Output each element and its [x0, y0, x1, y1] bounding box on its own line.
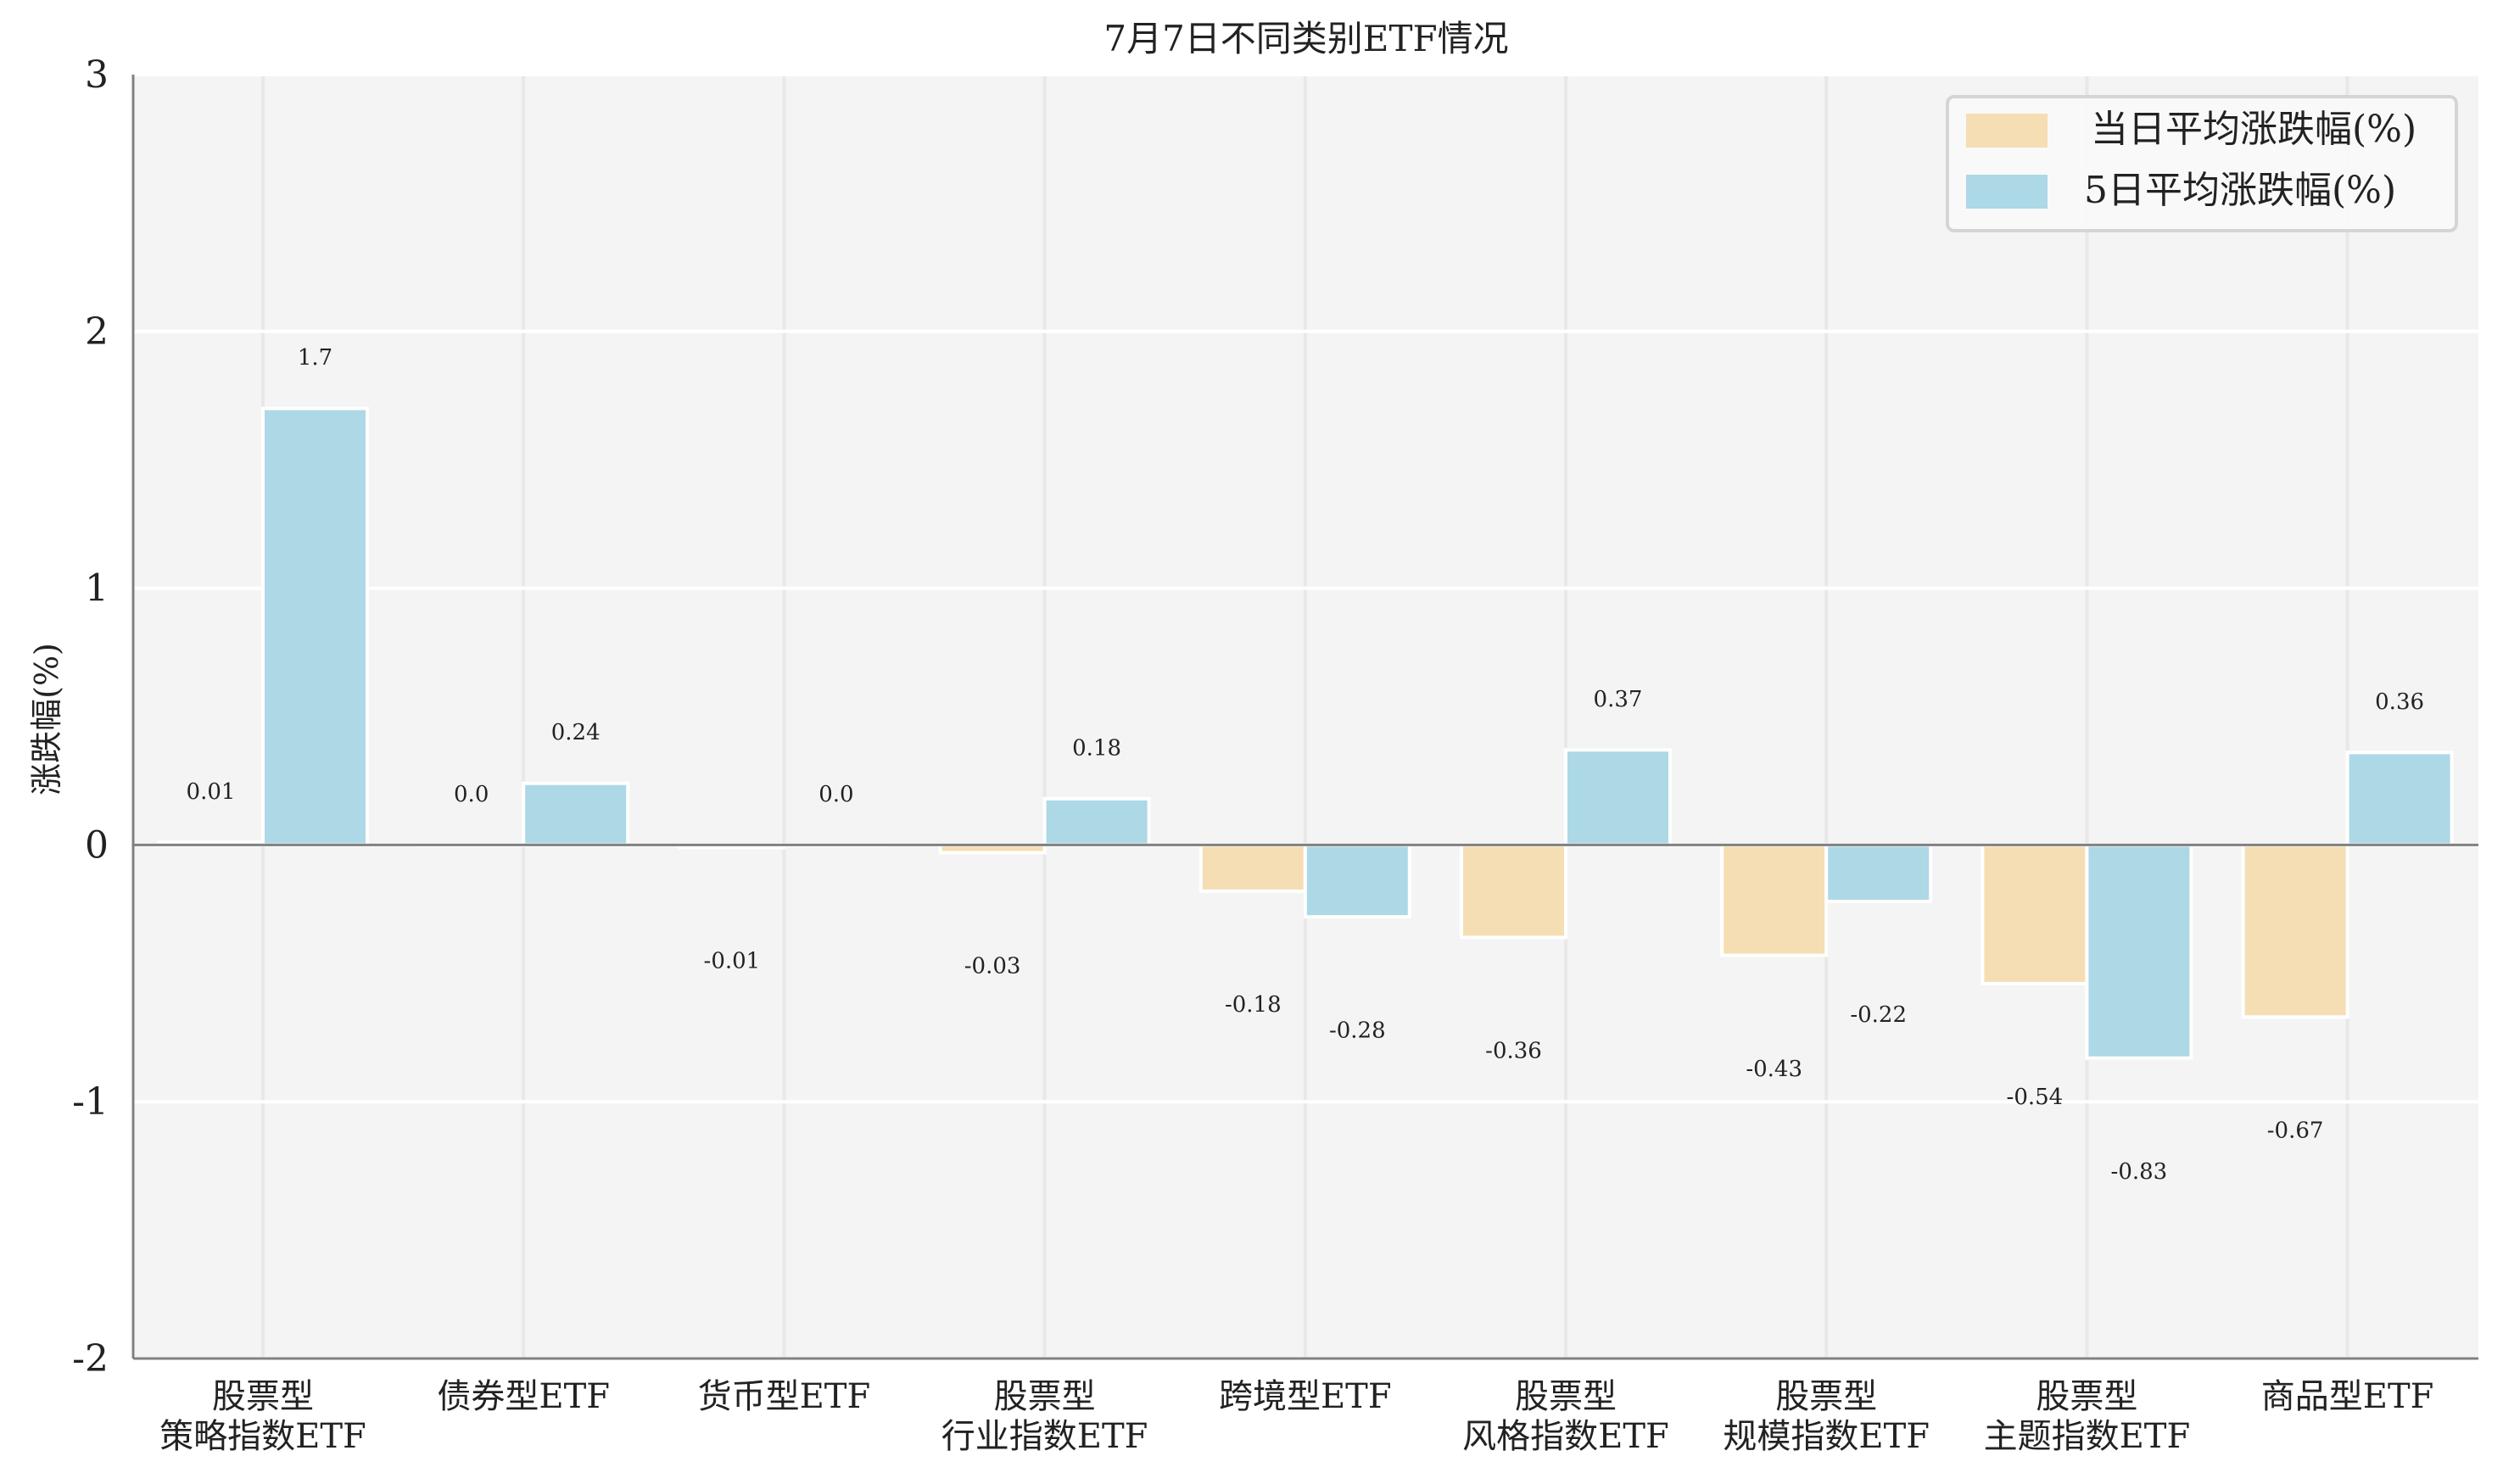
legend-box: [1946, 95, 2458, 232]
x-tick-label: 风格指数ETF: [1462, 1417, 1669, 1456]
bar-value-label: -0.83: [2111, 1159, 2168, 1185]
y-tick-label: -1: [72, 1080, 109, 1124]
x-tick-label: 股票型: [212, 1377, 314, 1416]
x-tick-label: 跨境型ETF: [1219, 1377, 1392, 1416]
bar-5day: [1042, 796, 1151, 847]
y-axis-ticks: 3 2 1 0 -1 -2: [72, 53, 109, 1381]
bar-value-label: -0.01: [704, 949, 761, 974]
bar-value-label: -0.18: [1225, 992, 1282, 1018]
bar-value-label: 0.37: [1594, 687, 1643, 712]
bar-value-label: -0.03: [964, 954, 1021, 979]
x-tick-label: 商品型ETF: [2261, 1377, 2434, 1416]
bar-5day: [261, 406, 369, 847]
bar-value-label: -0.22: [1850, 1002, 1907, 1028]
x-tick-label: 主题指数ETF: [1984, 1417, 2191, 1456]
bar-value-labels: 0.01 0.0 -0.01 -0.03 -0.18 -0.36 -0.43 -0.54 -0.…: [187, 345, 2424, 1185]
bar-5day: [1303, 843, 1411, 919]
bar-value-label: -0.67: [2267, 1119, 2324, 1144]
x-tick-label: 策略指数ETF: [159, 1417, 366, 1456]
bar-5day: [1564, 748, 1672, 847]
bar-value-label: 0.0: [454, 782, 489, 807]
bar-value-label: 1.7: [298, 345, 332, 371]
bar-daily: [1460, 843, 1567, 940]
bar-value-label: 0.01: [187, 779, 236, 805]
bar-5day: [1824, 843, 1933, 904]
y-tick-label: -2: [72, 1337, 109, 1381]
x-tick-label: 股票型: [1515, 1377, 1617, 1416]
x-tick-label: 行业指数ETF: [941, 1417, 1148, 1456]
y-tick-label: 1: [85, 567, 109, 611]
y-axis-label: 涨跌幅(%): [28, 643, 65, 795]
legend-swatch: [1966, 175, 2048, 209]
y-tick-label: 2: [85, 310, 109, 354]
legend-label: 5日平均涨跌幅(%): [2084, 169, 2396, 212]
y-tick-label: 3: [85, 53, 109, 97]
bar-value-label: 0.0: [819, 782, 853, 807]
axes: [131, 75, 2478, 1360]
x-tick-label: 股票型: [2036, 1377, 2137, 1416]
bars: [157, 406, 2454, 1060]
bar-value-label: -0.54: [2007, 1085, 2064, 1110]
bar-value-label: 0.36: [2375, 689, 2424, 715]
bar-value-label: -0.28: [1329, 1018, 1386, 1043]
bar-daily: [1720, 843, 1829, 957]
chart-title: 7月7日不同类别ETF情况: [1103, 18, 1508, 59]
bar-daily: [1198, 843, 1307, 893]
bar-5day: [522, 781, 630, 847]
legend-swatch: [1966, 114, 2048, 148]
x-tick-label: 债券型ETF: [437, 1377, 610, 1416]
bar-5day: [2085, 843, 2193, 1060]
x-tick-label: 股票型: [1775, 1377, 1877, 1416]
x-tick-label: 股票型: [994, 1377, 1096, 1416]
bar-value-label: 0.24: [551, 720, 601, 745]
y-tick-label: 0: [85, 823, 109, 867]
legend: 当日平均涨跌幅(%) 5日平均涨跌幅(%): [1946, 95, 2458, 232]
plot-area: [133, 73, 2478, 1360]
bar-5day: [2345, 750, 2454, 847]
legend-label: 当日平均涨跌幅(%): [2091, 108, 2416, 151]
bar-value-label: 0.18: [1072, 735, 1121, 761]
x-tick-label: 规模指数ETF: [1723, 1417, 1930, 1456]
bar-value-label: -0.36: [1485, 1039, 1542, 1064]
bar-value-label: -0.43: [1746, 1057, 1802, 1082]
bar-daily: [2241, 843, 2349, 1019]
x-tick-label: 货币型ETF: [698, 1377, 871, 1416]
bar-daily: [1981, 843, 2089, 985]
